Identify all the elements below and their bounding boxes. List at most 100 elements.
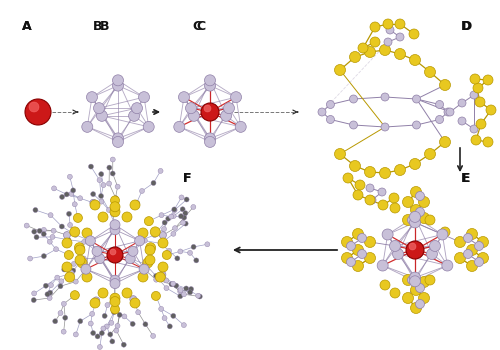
Circle shape	[114, 196, 118, 201]
Circle shape	[470, 91, 478, 99]
Circle shape	[75, 245, 85, 255]
Circle shape	[88, 164, 94, 169]
Circle shape	[62, 238, 72, 248]
Circle shape	[389, 193, 399, 203]
Circle shape	[424, 148, 436, 160]
Circle shape	[204, 105, 211, 112]
Circle shape	[381, 123, 389, 131]
Circle shape	[99, 199, 104, 204]
Text: B: B	[100, 20, 110, 33]
Circle shape	[162, 251, 172, 259]
Circle shape	[90, 200, 100, 210]
Circle shape	[171, 214, 176, 218]
Circle shape	[159, 213, 164, 218]
Circle shape	[358, 43, 368, 53]
Circle shape	[146, 243, 156, 253]
Circle shape	[440, 79, 450, 91]
Circle shape	[32, 229, 36, 234]
Circle shape	[204, 80, 216, 91]
Circle shape	[82, 228, 92, 238]
Circle shape	[365, 195, 375, 205]
Circle shape	[318, 108, 326, 116]
Circle shape	[62, 315, 68, 320]
Circle shape	[132, 200, 140, 207]
Circle shape	[442, 260, 453, 271]
Circle shape	[470, 125, 478, 133]
Circle shape	[105, 302, 110, 308]
Circle shape	[98, 212, 108, 222]
Circle shape	[364, 237, 376, 247]
Circle shape	[342, 237, 352, 247]
Circle shape	[130, 298, 140, 308]
Circle shape	[69, 191, 74, 196]
Circle shape	[410, 187, 422, 197]
Circle shape	[112, 297, 117, 302]
Circle shape	[62, 301, 66, 306]
Circle shape	[67, 270, 74, 277]
Circle shape	[45, 292, 50, 297]
Circle shape	[386, 26, 394, 34]
Circle shape	[224, 103, 234, 114]
Circle shape	[143, 262, 148, 267]
Text: B: B	[93, 20, 102, 33]
Circle shape	[230, 92, 241, 103]
Circle shape	[478, 237, 488, 247]
Circle shape	[424, 66, 436, 77]
Circle shape	[396, 33, 404, 41]
Circle shape	[24, 223, 29, 228]
Circle shape	[475, 97, 485, 107]
Circle shape	[164, 286, 169, 290]
Circle shape	[172, 208, 177, 212]
Circle shape	[178, 294, 183, 299]
Circle shape	[81, 264, 91, 274]
Circle shape	[410, 217, 420, 228]
Circle shape	[102, 313, 107, 318]
Circle shape	[486, 105, 496, 115]
Circle shape	[110, 211, 116, 216]
Circle shape	[380, 44, 390, 56]
Circle shape	[52, 319, 58, 324]
Circle shape	[73, 232, 78, 237]
Circle shape	[416, 191, 424, 201]
Circle shape	[235, 121, 246, 132]
Text: A: A	[22, 20, 32, 33]
Circle shape	[66, 237, 71, 242]
Circle shape	[112, 136, 124, 147]
Circle shape	[370, 22, 380, 32]
Circle shape	[220, 110, 232, 121]
Circle shape	[204, 136, 216, 147]
Circle shape	[410, 211, 420, 222]
Circle shape	[32, 291, 36, 296]
Circle shape	[144, 217, 154, 226]
Text: C: C	[196, 20, 205, 33]
Circle shape	[464, 250, 472, 259]
Circle shape	[88, 321, 94, 326]
Circle shape	[416, 284, 424, 293]
Circle shape	[48, 290, 52, 295]
Circle shape	[390, 203, 400, 213]
Circle shape	[172, 226, 178, 231]
Circle shape	[402, 196, 413, 208]
Circle shape	[476, 119, 486, 129]
Circle shape	[117, 313, 122, 317]
Circle shape	[128, 110, 140, 121]
Circle shape	[418, 276, 430, 287]
Circle shape	[409, 243, 416, 250]
Circle shape	[178, 214, 184, 219]
Circle shape	[95, 334, 100, 339]
Circle shape	[380, 280, 390, 290]
Circle shape	[364, 47, 376, 57]
Text: C: C	[192, 20, 201, 33]
Circle shape	[74, 279, 78, 284]
Circle shape	[410, 276, 420, 287]
Text: D: D	[462, 20, 472, 33]
Circle shape	[130, 296, 137, 303]
Circle shape	[402, 293, 413, 303]
Circle shape	[61, 329, 66, 334]
Circle shape	[394, 49, 406, 60]
Circle shape	[194, 258, 199, 263]
Circle shape	[408, 216, 416, 224]
Circle shape	[350, 51, 360, 63]
Circle shape	[184, 286, 188, 291]
Circle shape	[95, 254, 105, 264]
